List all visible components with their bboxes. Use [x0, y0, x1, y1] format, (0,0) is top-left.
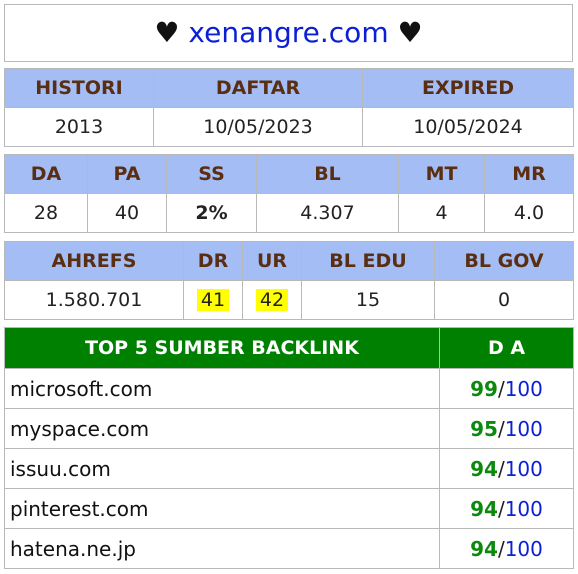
- da-max: 100: [504, 376, 543, 401]
- col-mt: MT: [398, 154, 485, 194]
- col-ahrefs: AHREFS: [4, 241, 184, 281]
- table-row: hatena.ne.jp 94/100: [4, 528, 574, 569]
- ur-highlight: 42: [255, 289, 289, 311]
- ahrefs-table: AHREFS DR UR BL EDU BL GOV 1.580.701 41 …: [4, 241, 574, 320]
- col-top-backlinks: TOP 5 SUMBER BACKLINK: [4, 327, 440, 369]
- mt-value: 4: [398, 193, 485, 233]
- bl-gov-value: 0: [434, 280, 574, 320]
- col-mr: MR: [484, 154, 574, 194]
- bl-value: 4.307: [256, 193, 399, 233]
- backlink-da: 94/100: [439, 528, 574, 569]
- ur-value: 42: [242, 280, 302, 320]
- col-da: DA: [4, 154, 88, 194]
- bl-edu-value: 15: [301, 280, 435, 320]
- col-ss: SS: [166, 154, 257, 194]
- da-max: 100: [504, 536, 543, 561]
- col-bl: BL: [256, 154, 399, 194]
- da-score: 99: [470, 376, 498, 401]
- backlink-domain: pinterest.com: [4, 488, 440, 529]
- da-separator: /: [497, 376, 505, 401]
- backlink-domain: issuu.com: [4, 448, 440, 489]
- col-daftar: DAFTAR: [153, 68, 363, 108]
- ss-value: 2%: [166, 193, 257, 233]
- backlink-domain: microsoft.com: [4, 368, 440, 409]
- dr-value: 41: [183, 280, 243, 320]
- pa-value: 40: [87, 193, 167, 233]
- site-title: ♥ xenangre.com ♥: [4, 4, 573, 62]
- backlink-da: 95/100: [439, 408, 574, 449]
- da-max: 100: [504, 496, 543, 521]
- metrics-table: DA PA SS BL MT MR 28 40 2% 4.307 4 4.0: [4, 154, 574, 233]
- col-pa: PA: [87, 154, 167, 194]
- table-row: pinterest.com 94/100: [4, 488, 574, 529]
- backlink-domain: hatena.ne.jp: [4, 528, 440, 569]
- da-score: 94: [470, 496, 498, 521]
- dr-highlight: 41: [196, 289, 230, 311]
- da-separator: /: [497, 536, 505, 561]
- registration-table: HISTORI DAFTAR EXPIRED 2013 10/05/2023 1…: [4, 68, 574, 147]
- da-max: 100: [504, 416, 543, 441]
- daftar-value: 10/05/2023: [153, 107, 363, 147]
- expired-value: 10/05/2024: [362, 107, 574, 147]
- da-score: 94: [470, 536, 498, 561]
- col-ur: UR: [242, 241, 302, 281]
- table-row: issuu.com 94/100: [4, 448, 574, 489]
- mr-value: 4.0: [484, 193, 574, 233]
- backlink-da: 99/100: [439, 368, 574, 409]
- da-score: 94: [470, 456, 498, 481]
- da-score: 95: [470, 416, 498, 441]
- da-value: 28: [4, 193, 88, 233]
- backlink-da: 94/100: [439, 488, 574, 529]
- histori-value: 2013: [4, 107, 154, 147]
- col-dr: DR: [183, 241, 243, 281]
- table-row: microsoft.com 99/100: [4, 368, 574, 409]
- backlinks-table: TOP 5 SUMBER BACKLINK D A microsoft.com 9…: [4, 327, 574, 569]
- da-max: 100: [504, 456, 543, 481]
- site-domain: xenangre.com: [188, 16, 389, 49]
- backlink-da: 94/100: [439, 448, 574, 489]
- heart-icon: ♥: [397, 16, 423, 49]
- col-da-score: D A: [439, 327, 574, 369]
- ahrefs-value: 1.580.701: [4, 280, 184, 320]
- col-bl-gov: BL GOV: [434, 241, 574, 281]
- table-row: myspace.com 95/100: [4, 408, 574, 449]
- da-separator: /: [497, 456, 505, 481]
- col-expired: EXPIRED: [362, 68, 574, 108]
- col-bl-edu: BL EDU: [301, 241, 435, 281]
- da-separator: /: [497, 416, 505, 441]
- col-histori: HISTORI: [4, 68, 154, 108]
- da-separator: /: [497, 496, 505, 521]
- backlink-domain: myspace.com: [4, 408, 440, 449]
- heart-icon: ♥: [154, 16, 180, 49]
